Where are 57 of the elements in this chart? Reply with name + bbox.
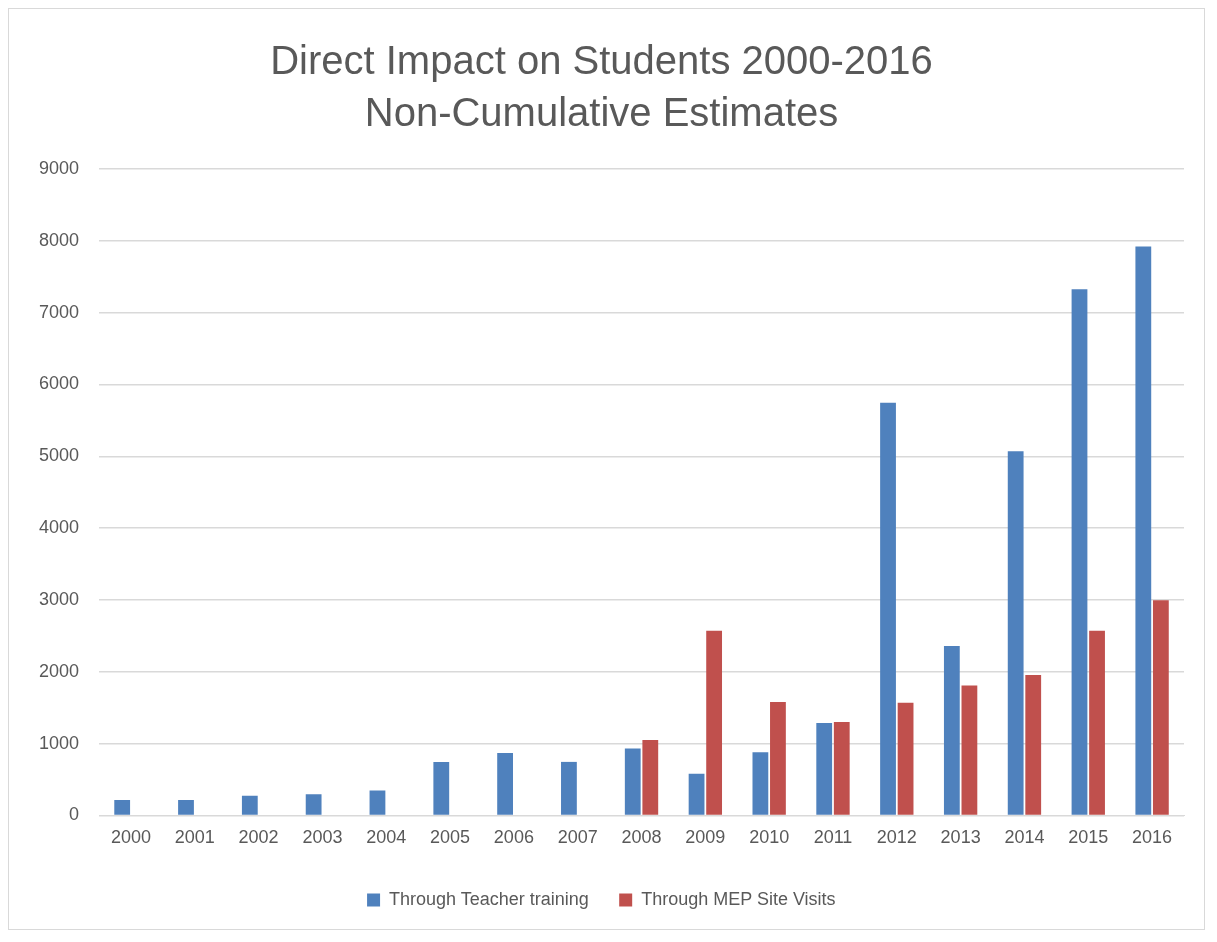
- x-tick-label: 2015: [1068, 827, 1109, 848]
- x-tick-label: 2006: [493, 827, 534, 848]
- bar: [833, 722, 850, 815]
- bar: [752, 752, 769, 815]
- bar: [943, 645, 960, 815]
- chart-subtitle: Non-Cumulative Estimates: [364, 90, 839, 135]
- bar: [1089, 630, 1105, 815]
- y-tick-label: 6000: [39, 373, 80, 394]
- bar: [497, 752, 513, 815]
- x-tick-label: 2000: [110, 827, 151, 848]
- bar: [816, 723, 833, 815]
- y-tick-label: 3000: [39, 588, 80, 609]
- chart-title: Direct Impact on Students 2000-2016: [270, 38, 933, 83]
- x-tick-label: 2007: [557, 827, 598, 848]
- bar: [305, 794, 322, 815]
- x-tick-label: 2011: [813, 827, 853, 848]
- x-tick-label: 2009: [685, 827, 726, 848]
- bar: [433, 761, 450, 815]
- x-tick-label: 2010: [749, 827, 790, 848]
- bar: [1007, 451, 1024, 815]
- y-tick-label: 7000: [39, 301, 80, 322]
- bar: [688, 773, 705, 815]
- bar: [880, 402, 896, 815]
- y-tick-label: 1000: [39, 732, 80, 753]
- bar: [114, 799, 131, 815]
- y-tick-label: 8000: [39, 229, 80, 250]
- legend-label: Through MEP Site Visits: [641, 888, 836, 909]
- bar: [1135, 246, 1152, 815]
- x-tick-label: 2002: [238, 827, 279, 848]
- bar: [770, 701, 786, 815]
- bar: [1071, 289, 1088, 815]
- bar: [706, 630, 723, 815]
- bar: [178, 799, 194, 815]
- x-tick-label: 2013: [940, 827, 981, 848]
- bar: [1025, 674, 1042, 815]
- bar: [897, 702, 914, 815]
- y-tick-label: 4000: [39, 517, 80, 538]
- x-tick-label: 2016: [1132, 827, 1173, 848]
- bar: [561, 761, 577, 815]
- x-tick-label: 2001: [174, 827, 215, 848]
- bar: [1152, 600, 1169, 815]
- bar: [642, 739, 659, 815]
- y-tick-label: 0: [69, 804, 80, 825]
- x-tick-label: 2008: [621, 827, 662, 848]
- bar: [369, 790, 386, 815]
- x-tick-label: 2003: [302, 827, 343, 848]
- y-tick-label: 5000: [39, 445, 80, 466]
- x-tick-label: 2004: [366, 827, 407, 848]
- y-tick-label: 9000: [39, 157, 80, 178]
- bar: [241, 795, 258, 815]
- x-tick-label: 2012: [876, 827, 917, 848]
- bar: [624, 748, 641, 815]
- x-tick-label: 2014: [1004, 827, 1045, 848]
- x-tick-label: 2005: [430, 827, 471, 848]
- legend-label: Through Teacher training: [389, 888, 589, 909]
- bar: [961, 685, 978, 815]
- y-tick-label: 2000: [39, 660, 80, 681]
